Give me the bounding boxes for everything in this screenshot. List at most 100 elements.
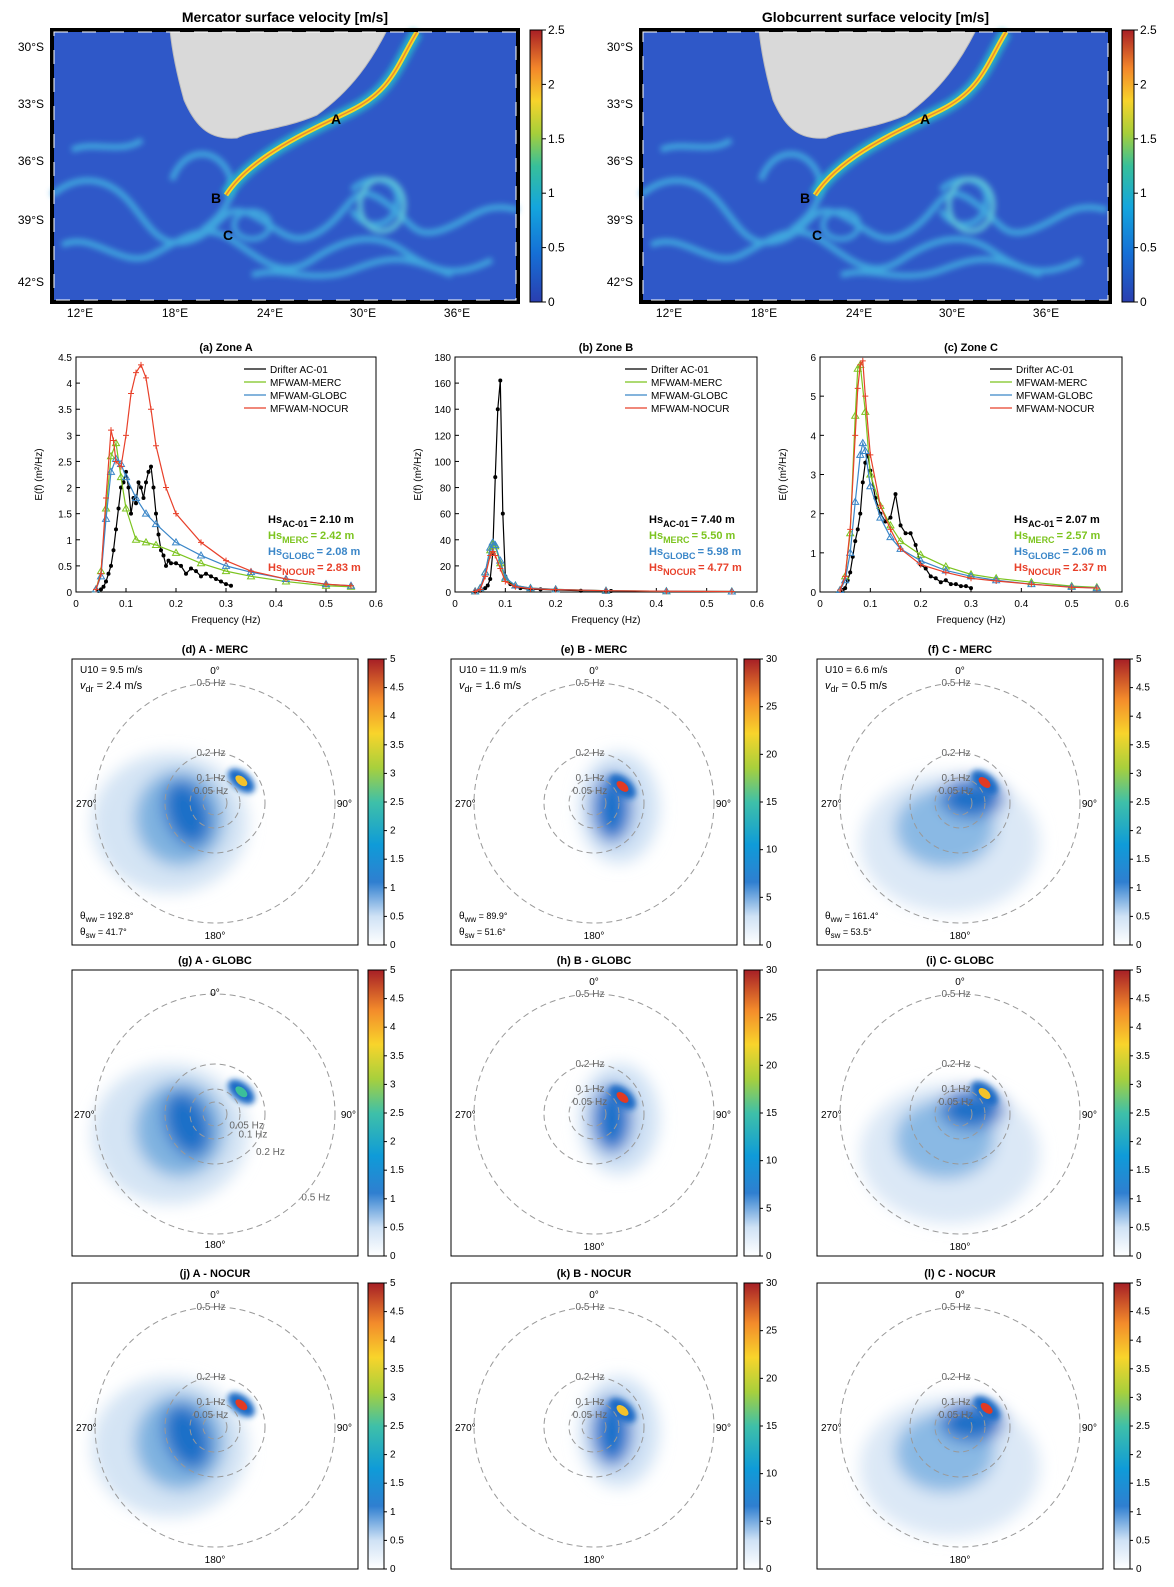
colorbar-label: 0 <box>390 1564 396 1575</box>
colorbar-label: 1 <box>1140 186 1147 200</box>
data-point <box>858 511 863 516</box>
hs-value: = 2.83 m <box>317 562 361 574</box>
data-point <box>148 406 154 413</box>
data-point <box>855 527 860 532</box>
data-point <box>154 511 158 516</box>
colorbar-label: 0 <box>766 1251 772 1262</box>
y-tick-label: 120 <box>434 431 451 442</box>
lon-label: 24°E <box>846 306 872 320</box>
data-point <box>1068 584 1075 591</box>
data-point <box>246 571 256 580</box>
y-tick-label: 3.5 <box>58 405 72 416</box>
theta-symbol: θ <box>825 927 831 938</box>
data-point <box>1093 585 1100 592</box>
x-tick-label: 0.2 <box>549 599 563 610</box>
data-point <box>141 537 151 546</box>
hs-subscript: MERC <box>1028 535 1055 545</box>
ring-label: 0.05 Hz <box>194 1410 228 1421</box>
frequency-ring <box>164 1063 266 1165</box>
colorbar-label: 2.5 <box>390 1421 404 1432</box>
colorbar-label: 1.5 <box>390 1478 404 1489</box>
data-point <box>477 586 484 593</box>
hs-symbol: Hs <box>649 562 663 574</box>
hs-subscript: NOCUR <box>663 567 696 577</box>
legend-label: MFWAM-MERC <box>270 378 341 389</box>
eddy-band <box>659 137 733 153</box>
frequency-ring <box>543 1063 645 1165</box>
colorbar-label: 5 <box>766 892 772 903</box>
colorbar-label: 1 <box>390 883 396 894</box>
colorbar-label: 4.5 <box>1136 994 1150 1005</box>
frequency-ring <box>581 1101 607 1127</box>
colorbar-label: 0 <box>1136 1564 1142 1575</box>
polar-panel: (i) C- GLOBC 0.5 Hz 0.2 Hz 0.1 Hz 0.05 Hz 0° 9… <box>816 955 1150 1262</box>
direction-label: 270° <box>76 1423 97 1434</box>
panel-title: (h) B - GLOBC <box>557 955 632 967</box>
eddy-ring <box>946 176 996 234</box>
series-line <box>95 440 352 590</box>
y-tick-label: 60 <box>440 510 452 521</box>
theta-symbol: θ <box>825 911 831 922</box>
lon-label: 18°E <box>751 306 777 320</box>
ring-label: 0.5 Hz <box>197 678 226 689</box>
data-point <box>321 581 331 589</box>
y-tick-label: 140 <box>434 405 451 416</box>
velocity-map: Mercator surface velocity [m/s] 30°S 33°S 3… <box>18 9 565 320</box>
direction-label: 180° <box>205 1555 226 1566</box>
direction-label: 0° <box>955 666 965 677</box>
legend-label: MFWAM-NOCUR <box>1016 404 1095 415</box>
colorbar-label: 25 <box>766 702 778 713</box>
colorbar-label: 1.5 <box>1136 1478 1150 1489</box>
colorbar-label: 2 <box>548 77 555 91</box>
panel-title: (j) A - NOCUR <box>180 1268 251 1280</box>
colorbar-label: 0 <box>1136 940 1142 951</box>
data-point <box>492 552 499 559</box>
data-point <box>852 432 859 439</box>
theta-symbol: θ <box>459 927 465 938</box>
data-point <box>133 369 139 376</box>
ring-label: 0.05 Hz <box>939 1097 973 1108</box>
theta-symbol: θ <box>80 927 86 938</box>
polar-panel: (l) C - NOCUR 0.5 Hz 0.2 Hz 0.1 Hz 0.05 Hz 0°… <box>816 1268 1150 1575</box>
data-point <box>346 582 356 590</box>
data-point <box>857 361 864 368</box>
ring-label: 0.05 Hz <box>939 786 973 797</box>
data-point <box>111 548 116 553</box>
colorbar-label: 1.5 <box>1136 1165 1150 1176</box>
colorbar-label: 3 <box>1136 1079 1142 1090</box>
hs-symbol: Hs <box>1014 546 1028 558</box>
ring-label: 0.05 Hz <box>194 786 228 797</box>
drift-subscript: dr <box>831 684 839 694</box>
lon-label: 36°E <box>444 306 470 320</box>
y-tick-label: 4.5 <box>58 353 72 364</box>
velocity-maps: Mercator surface velocity [m/s] 30°S 33°S 3… <box>18 9 1157 320</box>
drift-value: = 2.4 m/s <box>94 680 143 692</box>
frequency-ring <box>189 777 241 829</box>
colorbar-label: 0.5 <box>1140 241 1157 255</box>
x-tick-label: 0 <box>73 599 79 610</box>
colorbar-label: 1 <box>1136 1194 1142 1205</box>
ring-label: 0.5 Hz <box>942 989 971 1000</box>
panel-title: (g) A - GLOBC <box>178 955 252 967</box>
colorbar-label: 4 <box>390 1022 396 1033</box>
frequency-ring <box>543 1376 645 1478</box>
colorbar-label: 3.5 <box>1136 1051 1150 1062</box>
colorbar-label: 5 <box>1136 1278 1142 1289</box>
legend-label: MFWAM-NOCUR <box>651 404 730 415</box>
frequency-ring <box>189 1401 241 1453</box>
direction-label: 180° <box>584 931 605 942</box>
y-tick-label: 4 <box>810 431 816 442</box>
hs-symbol: Hs <box>268 562 282 574</box>
data-point <box>489 548 496 555</box>
data-point <box>862 393 869 400</box>
data-point <box>858 438 868 447</box>
polar-panel: (f) C - MERC 0.5 Hz 0.2 Hz 0.1 Hz 0.05 Hz 0° 9… <box>816 644 1150 951</box>
spectrum-colorbar <box>367 1282 385 1570</box>
data-point <box>194 569 198 574</box>
lat-label: 36°S <box>607 154 633 168</box>
ring-label: 0.5 Hz <box>942 1302 971 1313</box>
data-point <box>877 502 884 509</box>
data-point <box>876 513 885 521</box>
colorbar-label: 0 <box>390 940 396 951</box>
